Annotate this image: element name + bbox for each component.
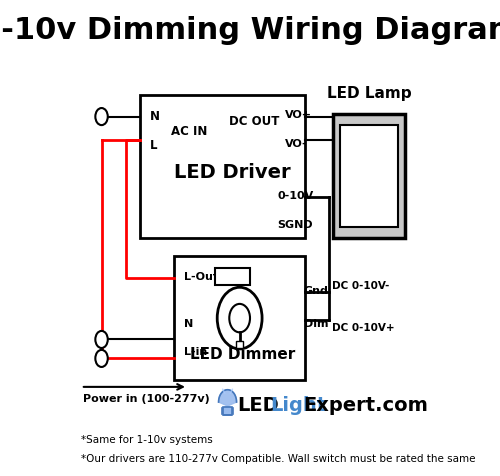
Circle shape	[230, 304, 250, 333]
Text: *Same for 1-10v systems: *Same for 1-10v systems	[81, 435, 212, 445]
FancyBboxPatch shape	[140, 96, 305, 238]
Polygon shape	[218, 390, 236, 408]
Text: Light: Light	[270, 395, 326, 414]
Text: LED Lamp: LED Lamp	[327, 86, 411, 101]
Circle shape	[217, 288, 262, 349]
Text: N: N	[150, 110, 160, 123]
Text: 0-10V: 0-10V	[278, 191, 314, 201]
Text: N: N	[184, 318, 194, 328]
FancyBboxPatch shape	[174, 257, 305, 380]
Text: Gnd: Gnd	[304, 285, 328, 295]
Text: DC 0-10V-: DC 0-10V-	[332, 280, 390, 290]
Text: DC OUT: DC OUT	[230, 115, 280, 128]
Bar	[340, 125, 398, 228]
Text: Dim: Dim	[304, 318, 328, 328]
Bar	[216, 268, 250, 285]
Text: AC IN: AC IN	[170, 124, 207, 138]
Text: LED Driver: LED Driver	[174, 162, 290, 181]
Circle shape	[96, 331, 108, 348]
Bar	[236, 342, 243, 349]
Text: DC 0-10V+: DC 0-10V+	[332, 323, 395, 333]
Text: L: L	[150, 139, 158, 151]
Text: SGND: SGND	[278, 219, 313, 229]
Text: L-in: L-in	[184, 347, 208, 357]
Text: Power in (100-277v): Power in (100-277v)	[82, 393, 210, 403]
Text: VO-: VO-	[284, 139, 307, 149]
Text: LED Dimmer: LED Dimmer	[190, 346, 296, 361]
Bar	[348, 135, 391, 218]
Bar	[333, 115, 406, 238]
Circle shape	[96, 350, 108, 367]
Text: L-Out: L-Out	[184, 271, 218, 281]
Bar	[223, 407, 232, 415]
Text: Expert.com: Expert.com	[304, 395, 428, 414]
Text: *Our drivers are 110-277v Compatible. Wall switch must be rated the same: *Our drivers are 110-277v Compatible. Wa…	[81, 453, 475, 463]
Text: 0-10v Dimming Wiring Diagram: 0-10v Dimming Wiring Diagram	[0, 16, 500, 45]
Circle shape	[96, 109, 108, 126]
Text: VO+: VO+	[284, 110, 312, 120]
Text: LED: LED	[237, 395, 279, 414]
